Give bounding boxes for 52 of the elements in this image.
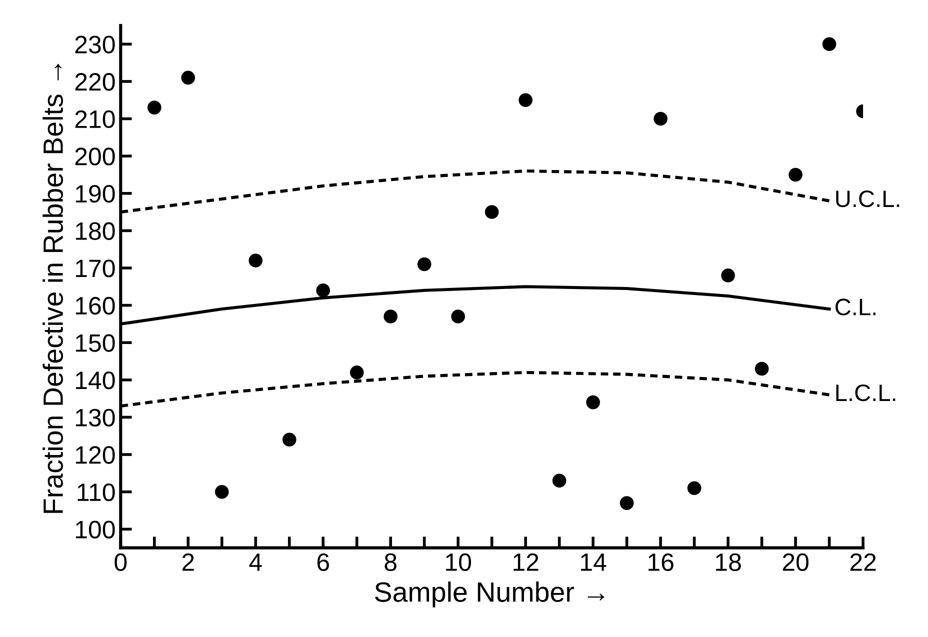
x-tick-label: 2 [182,553,194,571]
point [181,70,196,85]
y-tick-label: 190 [76,184,115,203]
x-tick-label: 22 [850,553,876,571]
point [654,112,668,126]
point [518,93,532,108]
point [384,310,398,324]
point [552,474,566,488]
y-tick-label: 230 [75,36,115,54]
x-tick-label: 8 [384,553,396,572]
x-tick-label: 14 [581,554,606,571]
point [350,366,364,380]
point [316,283,330,298]
y-tick-label: 180 [76,222,115,240]
x-tick-label: 10 [446,553,472,572]
y-tick-label: 150 [76,334,115,352]
point [248,254,263,268]
x-tick-label: 20 [782,553,808,572]
y-tick-label: 100 [76,520,115,538]
point [721,268,735,282]
x-tick-label: 16 [648,553,674,572]
x-tick-label: 18 [716,553,741,572]
point [788,168,802,182]
series-label: C.L. [836,298,876,316]
point [822,37,836,52]
point [687,481,702,496]
point [586,395,600,410]
point [282,432,296,447]
x-tick-label: 12 [514,553,538,571]
point [417,257,432,272]
point [620,496,634,510]
y-tick-label: 120 [76,446,115,464]
series-label: L.C.L. [836,384,896,402]
x-tick-label: 4 [249,554,262,571]
y-tick-label: 130 [76,408,115,427]
y-tick-label: 220 [75,73,115,91]
point [214,484,229,499]
series-label: U.C.L. [836,190,900,208]
y-axis-title: Fraction Defective in Rubber Belts → [42,64,64,513]
x-tick-label: 6 [317,553,329,572]
point [147,100,162,114]
y-tick-label: 210 [75,110,115,128]
point [484,205,499,219]
point [754,362,769,376]
point [451,310,465,324]
x-tick-label: 0 [114,553,127,572]
y-tick-label: 200 [75,148,115,166]
y-tick-label: 140 [76,372,115,390]
y-tick-label: 160 [76,296,115,315]
y-tick-label: 170 [76,260,115,278]
x-axis-title: Sample Number → [375,582,604,608]
y-tick-label: 110 [78,483,115,502]
